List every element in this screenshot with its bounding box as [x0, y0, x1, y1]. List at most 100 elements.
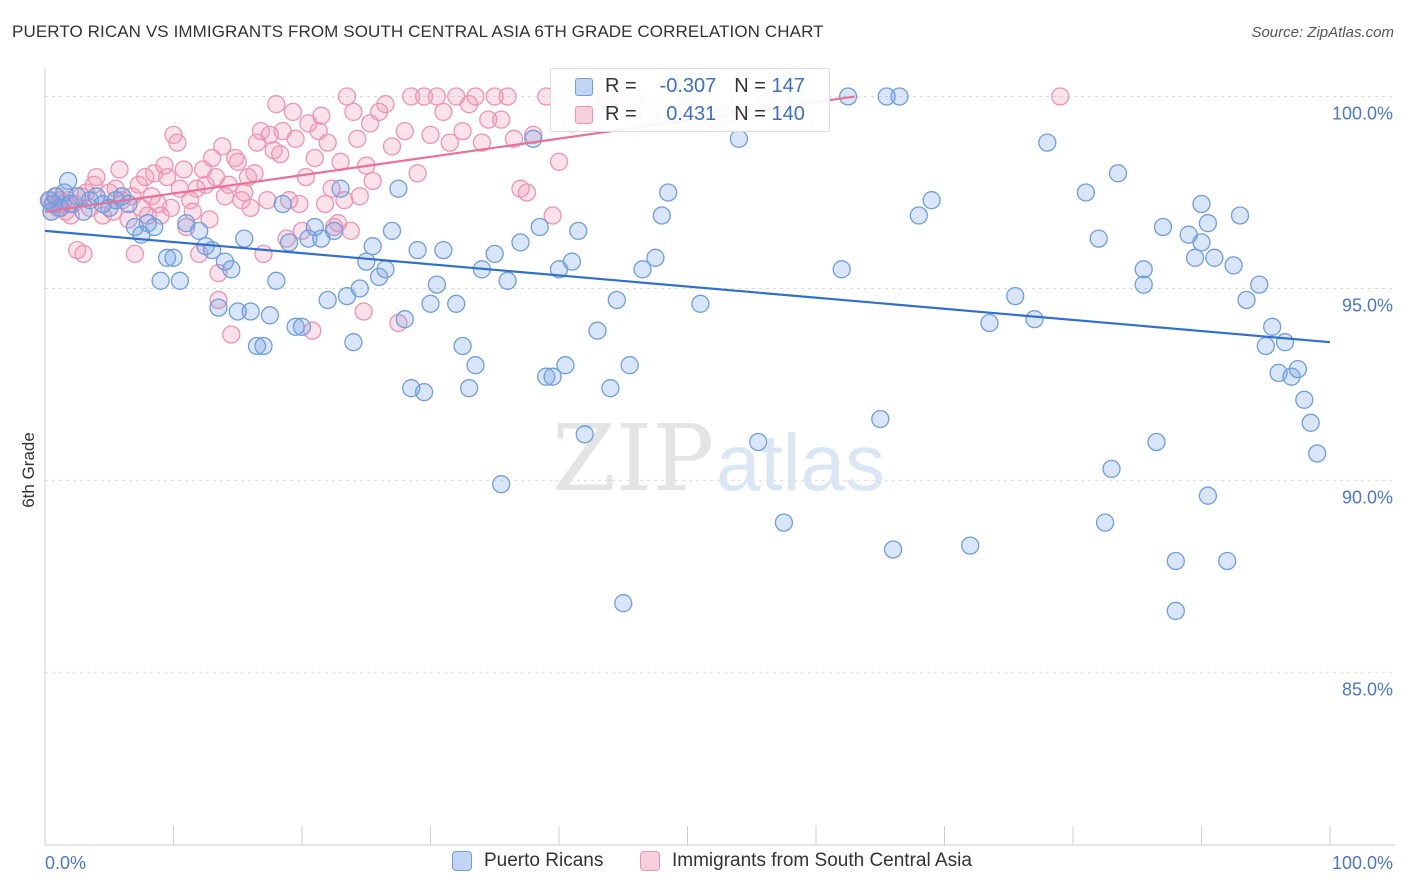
legend-label-puerto-ricans: Puerto Ricans: [484, 850, 604, 871]
point-south-central-asia: [222, 325, 241, 344]
point-south-central-asia: [235, 183, 254, 202]
point-puerto-ricans: [1147, 432, 1166, 452]
point-south-central-asia: [517, 183, 537, 202]
point-south-central-asia: [245, 164, 264, 183]
point-south-central-asia: [1051, 87, 1070, 106]
point-puerto-ricans: [1237, 290, 1256, 310]
point-south-central-asia: [414, 87, 434, 106]
point-puerto-ricans: [414, 382, 434, 402]
point-south-central-asia: [466, 87, 485, 106]
point-south-central-asia: [110, 160, 129, 179]
point-puerto-ricans: [485, 244, 504, 264]
watermark: ZIP atlas: [552, 405, 885, 512]
watermark-zip: ZIP: [552, 405, 714, 512]
point-south-central-asia: [254, 244, 273, 264]
point-puerto-ricans: [151, 271, 170, 290]
point-puerto-ricans: [247, 336, 267, 356]
point-south-central-asia: [498, 87, 517, 106]
legend-r-label: R =: [605, 75, 637, 97]
point-puerto-ricans: [492, 475, 511, 494]
axes: [44, 68, 1395, 846]
point-puerto-ricans: [1089, 229, 1108, 248]
point-puerto-ricans: [1198, 214, 1218, 233]
point-south-central-asia: [312, 106, 331, 125]
point-puerto-ricans: [273, 194, 292, 214]
point-puerto-ricans: [434, 240, 453, 260]
y-axis-label: 6th Grade: [19, 432, 38, 508]
point-south-central-asia: [440, 133, 459, 152]
point-puerto-ricans: [774, 513, 794, 532]
point-puerto-ricans: [421, 294, 440, 313]
point-puerto-ricans: [1263, 317, 1282, 336]
point-south-central-asia: [138, 206, 157, 225]
point-puerto-ricans: [1134, 260, 1153, 279]
correlation-legend: R = -0.307 N = 147 R = 0.431 N = 140: [550, 68, 830, 132]
point-puerto-ricans: [1153, 217, 1173, 237]
point-puerto-ricans: [691, 294, 710, 313]
point-puerto-ricans: [1192, 233, 1211, 252]
point-south-central-asia: [504, 129, 524, 148]
point-puerto-ricans: [357, 252, 376, 271]
legend-label-south-central-asia: Immigrants from South Central Asia: [672, 850, 972, 871]
point-south-central-asia: [318, 133, 337, 152]
point-puerto-ricans: [331, 179, 350, 198]
point-puerto-ricans: [511, 233, 530, 252]
point-puerto-ricans: [58, 171, 78, 191]
legend-n-label: N =: [734, 103, 766, 125]
point-puerto-ricans: [222, 260, 241, 279]
point-puerto-ricans: [1288, 359, 1308, 379]
point-south-central-asia: [524, 125, 543, 145]
point-south-central-asia: [258, 191, 277, 210]
legend-swatch-puerto-ricans: [575, 77, 593, 96]
point-south-central-asia: [492, 110, 511, 129]
point-south-central-asia: [472, 133, 492, 152]
point-puerto-ricans: [235, 229, 254, 248]
point-south-central-asia: [125, 244, 145, 264]
point-puerto-ricans: [292, 317, 312, 336]
point-puerto-ricans: [1025, 310, 1044, 329]
point-puerto-ricans: [1218, 551, 1237, 571]
point-south-central-asia: [87, 167, 106, 187]
point-puerto-ricans: [305, 217, 324, 237]
point-south-central-asia: [283, 102, 303, 122]
point-south-central-asia: [157, 167, 177, 187]
point-south-central-asia: [350, 187, 369, 206]
point-puerto-ricans: [562, 252, 582, 271]
point-south-central-asia: [402, 87, 421, 106]
point-puerto-ricans: [601, 379, 620, 398]
legend-r-value: 0.431: [666, 103, 717, 125]
y-tick-labels: 100.0% 95.0% 90.0% 85.0%: [1332, 104, 1393, 700]
point-south-central-asia: [161, 198, 181, 218]
point-puerto-ricans: [1134, 275, 1153, 294]
point-south-central-asia: [200, 210, 219, 229]
point-puerto-ricans: [961, 536, 980, 555]
point-puerto-ricans: [1038, 133, 1057, 152]
point-puerto-ricans: [614, 594, 633, 613]
y-tick-label: 100.0%: [1332, 104, 1393, 124]
point-puerto-ricans: [575, 425, 594, 444]
legend-row-south-central-asia: R = 0.431 N = 140: [575, 103, 805, 126]
point-puerto-ricans: [344, 333, 363, 352]
legend-item-puerto-ricans[interactable]: Puerto Ricans: [452, 850, 603, 872]
point-puerto-ricans: [157, 248, 177, 267]
point-south-central-asia: [348, 129, 367, 148]
point-south-central-asia: [395, 121, 414, 141]
point-puerto-ricans: [980, 313, 999, 333]
point-puerto-ricans: [749, 432, 768, 452]
legend-swatch-south-central-asia: [575, 105, 593, 124]
point-puerto-ricans: [46, 187, 65, 206]
legend-item-south-central-asia[interactable]: Immigrants from South Central Asia: [640, 850, 972, 872]
point-south-central-asia: [479, 110, 498, 129]
point-puerto-ricans: [890, 87, 909, 106]
point-puerto-ricans: [170, 271, 190, 290]
trend-line-puerto-ricans: [44, 229, 1331, 344]
point-puerto-ricans: [241, 302, 260, 321]
x-tick-label: 0.0%: [45, 853, 86, 873]
point-puerto-ricans: [652, 206, 671, 225]
legend-swatch-puerto-ricans: [452, 851, 472, 871]
series-legend: Puerto Ricans Immigrants from South Cent…: [0, 850, 1406, 880]
point-puerto-ricans: [1230, 206, 1250, 225]
point-puerto-ricans: [498, 271, 517, 290]
point-puerto-ricans: [228, 302, 247, 321]
point-south-central-asia: [228, 152, 247, 171]
